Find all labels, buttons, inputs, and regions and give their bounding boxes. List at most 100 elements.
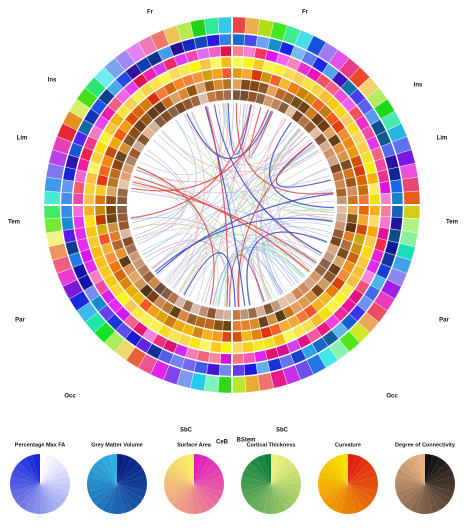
legend-wedge bbox=[40, 484, 48, 514]
ring-segment bbox=[85, 225, 98, 239]
ring-segment bbox=[369, 193, 381, 206]
rings bbox=[40, 13, 424, 397]
link bbox=[242, 103, 299, 283]
ring-segment bbox=[61, 216, 75, 231]
ring-segment bbox=[231, 309, 241, 321]
ring-segment bbox=[231, 16, 247, 34]
legend-wedge bbox=[333, 455, 348, 484]
ring-segment bbox=[358, 204, 370, 216]
ring-segment bbox=[220, 342, 233, 354]
legend-wedge bbox=[425, 484, 451, 506]
legend-wedge bbox=[88, 484, 117, 499]
legend-wedge bbox=[263, 454, 271, 484]
link bbox=[163, 200, 334, 281]
legend-wedge bbox=[271, 484, 300, 499]
link bbox=[133, 175, 310, 272]
legend-wedge bbox=[271, 462, 297, 484]
ring-segment bbox=[95, 184, 107, 196]
legend-wedge bbox=[117, 476, 147, 484]
legend-wedge bbox=[425, 484, 440, 513]
lobe-label: Tem bbox=[446, 220, 458, 226]
ring-segment bbox=[106, 213, 118, 225]
legend-wedge bbox=[18, 484, 40, 510]
legend-wedge bbox=[172, 458, 194, 484]
link bbox=[132, 103, 225, 231]
ring-segment bbox=[219, 33, 233, 46]
legend-wedge bbox=[194, 455, 209, 484]
legend-wedge bbox=[348, 476, 378, 484]
link bbox=[250, 251, 282, 303]
link bbox=[227, 103, 253, 156]
ring-segment bbox=[250, 328, 263, 341]
ring-segment bbox=[116, 204, 128, 214]
ring-segment bbox=[242, 341, 255, 353]
legend-wedge bbox=[179, 455, 194, 484]
legend-wedge bbox=[425, 454, 433, 484]
ring-segment bbox=[231, 331, 243, 343]
ring-segment bbox=[211, 68, 223, 80]
legend-wedge bbox=[194, 484, 202, 514]
link bbox=[205, 106, 229, 307]
legend-wedge bbox=[425, 484, 433, 514]
legend-title: Cortical Thickness bbox=[247, 442, 296, 448]
legend-wedge bbox=[117, 484, 143, 506]
legend-wedge bbox=[109, 454, 117, 484]
legend-wedge bbox=[10, 476, 40, 484]
ring-segment bbox=[242, 352, 256, 364]
ring-segment bbox=[96, 223, 109, 236]
link bbox=[132, 179, 276, 298]
legend-wedge bbox=[40, 455, 55, 484]
legend-wedge bbox=[179, 484, 194, 513]
ring-segment bbox=[105, 195, 117, 206]
legend-title: Curvature bbox=[335, 442, 361, 448]
link bbox=[179, 105, 256, 293]
lobe-label: SbC bbox=[276, 428, 289, 434]
ring-segment bbox=[346, 213, 358, 225]
ring-segment bbox=[368, 182, 380, 195]
link bbox=[248, 107, 274, 158]
link bbox=[132, 184, 184, 240]
legend-wedge bbox=[348, 484, 377, 499]
legend-wedge bbox=[165, 469, 194, 484]
legend-wedge bbox=[164, 476, 194, 484]
ring-segment bbox=[209, 341, 222, 353]
link bbox=[217, 219, 333, 306]
link bbox=[263, 117, 317, 264]
legend-wedge bbox=[318, 484, 348, 492]
ring-segment bbox=[220, 56, 233, 68]
ring-segment bbox=[222, 78, 233, 90]
ring-segment bbox=[61, 179, 75, 194]
legend-wedge bbox=[87, 484, 117, 492]
legend-wedge bbox=[249, 458, 271, 484]
ring-segment bbox=[241, 330, 253, 342]
legend-wedge bbox=[40, 484, 70, 492]
legend-wedge bbox=[425, 458, 447, 484]
legend-wedge bbox=[263, 484, 271, 514]
ring-segment bbox=[94, 194, 106, 206]
legend-wedge bbox=[425, 462, 451, 484]
ring-segment bbox=[355, 174, 368, 187]
legend-wedge bbox=[333, 484, 348, 513]
ring-segment bbox=[217, 16, 233, 34]
ring-segment bbox=[380, 192, 392, 206]
legend-wedge bbox=[395, 484, 425, 492]
ring-segment bbox=[391, 204, 404, 218]
ring-segment bbox=[387, 166, 402, 182]
ring-segment bbox=[203, 374, 220, 393]
link bbox=[237, 248, 299, 307]
legend-wedge bbox=[186, 454, 194, 484]
legend-wedge bbox=[417, 454, 425, 484]
legend-wedge bbox=[410, 484, 425, 513]
links bbox=[130, 103, 334, 307]
ring-segment bbox=[43, 190, 61, 206]
lobe-label: Par bbox=[439, 318, 449, 324]
ring-segment bbox=[212, 319, 224, 331]
ring-segment bbox=[83, 193, 95, 206]
legend-wedge bbox=[40, 458, 62, 484]
ring-segment bbox=[83, 204, 95, 217]
legend-wedge bbox=[117, 484, 146, 499]
ring-segment bbox=[231, 56, 244, 68]
legend-wedge bbox=[425, 484, 454, 499]
lobe-label: Fr bbox=[147, 10, 154, 16]
ring-segment bbox=[242, 46, 256, 58]
